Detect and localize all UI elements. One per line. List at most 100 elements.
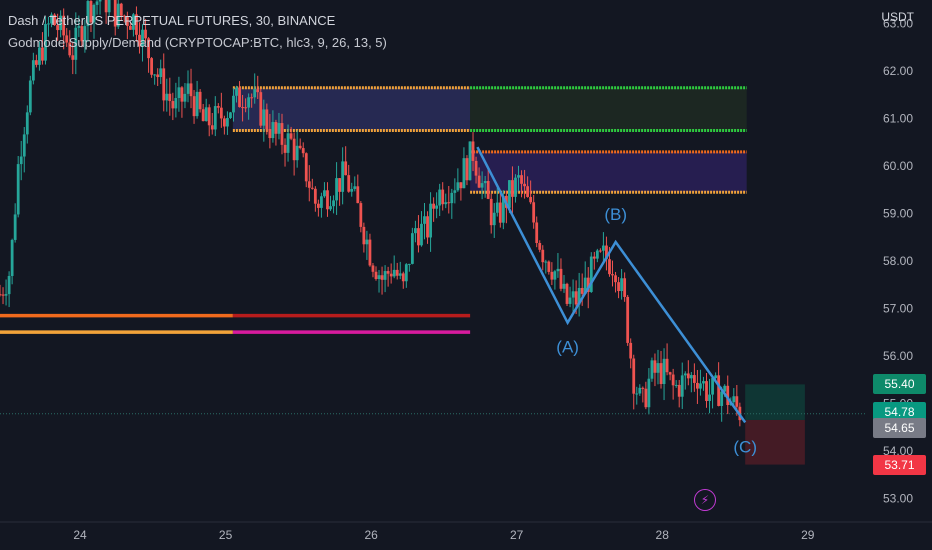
candle-body [235,87,238,96]
candle-body [550,271,554,280]
candle-body [389,273,393,277]
candle-body [116,3,120,27]
symbol-title[interactable]: Dash / TetherUS PERPETUAL FUTURES, 30, B… [8,13,336,28]
candle-body [535,222,539,244]
candle-body [423,216,426,224]
candle-body [86,1,90,27]
candle-body [10,239,14,276]
candle-body [7,275,11,295]
candle-body [386,271,390,274]
candle-body [732,396,736,403]
candle-body [125,16,129,26]
candle-body [462,158,466,189]
supply-zone-upper [232,87,471,131]
candle-body [538,243,542,250]
y-tick-label: 57.00 [883,301,913,315]
candle-body [347,175,351,192]
candle-body [392,269,396,277]
candle-body [320,196,323,208]
candle-body [429,203,432,238]
x-tick-label: 27 [510,528,524,542]
candle-body [304,153,308,182]
candle-body [586,277,590,292]
candles-layer [0,0,742,427]
lightning-bolt-icon[interactable]: ⚡ [694,489,716,511]
candle-body [250,97,254,99]
candle-body [689,375,693,379]
candle-body [44,24,47,61]
wave-label: (A) [556,338,579,357]
candle-body [80,26,84,42]
candle-body [595,250,599,259]
candle-body [511,180,514,197]
chart-legend: Dash / TetherUS PERPETUAL FUTURES, 30, B… [8,10,387,54]
candle-body [98,0,102,2]
candle-body [298,145,302,149]
candle-body [680,375,684,397]
candle-body [671,374,675,386]
candle-body [253,89,257,98]
candle-body [232,95,235,113]
candle-body [489,198,493,226]
candle-body [138,34,141,47]
candle-body [650,360,654,379]
candle-body [480,183,484,188]
candle-body [359,203,363,227]
candle-body [295,145,299,161]
candle-body [289,133,293,139]
y-tick-label: 53.00 [883,491,913,505]
candle-body [447,202,451,204]
candle-body [720,391,724,406]
candle-body [244,107,248,109]
profit-zone [745,384,805,420]
supply-zone-upper-projection [470,87,747,131]
candle-body [668,372,672,375]
candle-body [195,91,199,117]
y-tick-label: 61.00 [883,112,913,126]
entry-price-badge[interactable]: 54.65 [873,417,926,438]
y-tick-label: 58.00 [883,254,913,268]
candle-body [147,38,150,59]
candle-body [92,4,96,23]
candle-body [420,223,423,246]
candle-body [47,23,50,25]
candle-body [62,15,66,36]
candle-body [605,245,608,260]
indicator-title[interactable]: Godmode Supply/Demand (CRYPTOCAP:BTC, hl… [8,35,387,50]
candle-body [705,381,708,402]
candle-body [556,268,560,272]
candle-body [523,183,526,187]
candle-body [301,148,305,154]
candle-body [565,283,569,304]
candle-body [332,200,335,207]
wave-label: (B) [604,205,627,224]
candle-body [338,178,342,192]
candle-body [629,342,633,359]
candle-body [735,396,739,407]
candle-body [620,278,624,292]
candle-body [508,180,511,208]
candle-body [329,206,332,210]
candle-body [1,294,5,296]
candle-body [356,186,360,204]
candle-body [89,1,93,23]
candle-body [25,112,29,135]
x-axis-panel [0,522,932,550]
candle-body [183,93,187,102]
candle-body [404,264,408,282]
y-tick-label: 59.00 [883,207,913,221]
candle-body [498,202,502,223]
stop-loss-badge[interactable]: 53.71 [873,454,926,475]
candle-body [541,249,545,263]
take-profit-badge[interactable]: 55.40 [873,374,926,395]
candle-body [426,216,429,238]
candle-body [598,250,602,252]
candle-body [686,373,690,379]
last-price-badge[interactable]: 54.78 [873,401,926,422]
candle-body [65,35,69,43]
candle-body [383,271,387,280]
wave-label: (C) [733,437,757,456]
candle-body [456,182,460,191]
